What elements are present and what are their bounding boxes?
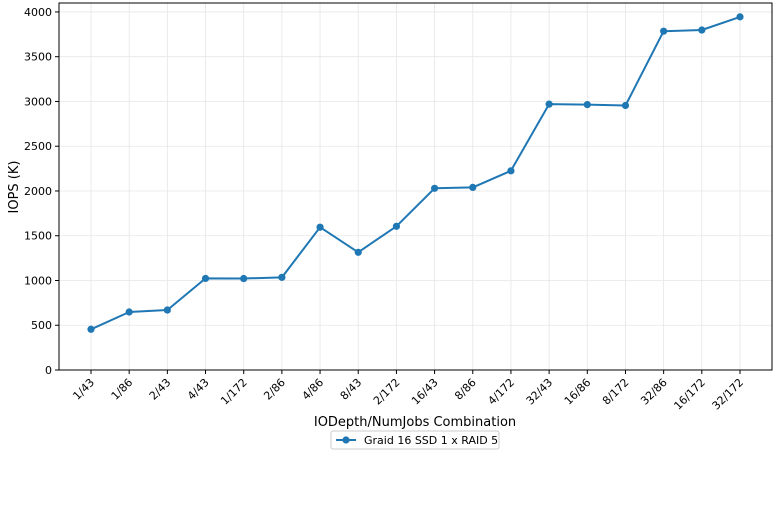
legend: Graid 16 SSD 1 x RAID 5 — [330, 430, 500, 450]
data-point — [430, 184, 439, 192]
data-point — [621, 101, 630, 110]
x-tick-label: 8/86 — [452, 376, 479, 403]
x-tick-label: 1/43 — [70, 376, 97, 403]
y-axis: 0 500 1000 1500 2000 2500 3000 3500 4000 — [24, 6, 59, 377]
data-point — [354, 248, 362, 256]
x-tick-label: 4/43 — [185, 376, 212, 403]
data-point — [583, 100, 591, 109]
legend-box — [330, 430, 500, 450]
data-point — [545, 100, 553, 108]
data-point — [392, 222, 401, 230]
x-tick-label: 16/86 — [562, 376, 594, 408]
y-tick-label: 1500 — [24, 230, 52, 243]
data-point — [125, 308, 133, 316]
y-tick-label: 0 — [45, 364, 52, 377]
y-tick-label: 2000 — [24, 185, 52, 198]
data-point — [240, 274, 248, 283]
x-tick-label: 16/43 — [409, 376, 441, 408]
x-axis-label: IODepth/NumJobs Combination — [314, 415, 516, 430]
grid-layer — [59, 3, 772, 371]
data-point — [507, 167, 515, 175]
y-axis-label: IOPS (K) — [7, 161, 22, 214]
x-tick-label: 8/172 — [600, 376, 632, 408]
x-tick-label: 8/43 — [338, 376, 365, 403]
plot-frame — [58, 2, 773, 371]
y-tick-label: 1000 — [24, 274, 52, 287]
series-line — [90, 15, 741, 331]
data-point — [660, 27, 668, 35]
legend-entry-label: Graid 16 SSD 1 x RAID 5 — [364, 434, 498, 447]
x-tick-label: 2/172 — [371, 376, 403, 408]
y-tick-label: 2500 — [24, 140, 52, 153]
x-tick-label: 1/86 — [109, 376, 136, 403]
data-point — [87, 325, 95, 333]
x-tick-label: 16/172 — [671, 376, 708, 413]
x-tick-label: 32/43 — [524, 376, 556, 408]
x-tick-label: 4/86 — [300, 376, 327, 403]
data-point — [698, 26, 706, 34]
x-tick-label: 2/86 — [261, 376, 288, 403]
x-tick-label: 32/172 — [710, 376, 747, 413]
x-axis: 1/43 1/86 2/43 4/43 1/172 2/86 4/86 8/43 2/172 16… — [70, 370, 746, 412]
data-point — [736, 13, 744, 21]
y-tick-label: 4000 — [24, 6, 52, 19]
data-point — [163, 306, 171, 314]
data-point — [316, 223, 324, 231]
y-tick-label: 500 — [31, 319, 52, 332]
x-tick-label: 32/86 — [638, 376, 670, 408]
data-point — [469, 183, 477, 191]
legend-marker — [342, 436, 350, 444]
x-tick-label: 2/43 — [147, 376, 174, 403]
y-tick-label: 3500 — [24, 51, 52, 64]
x-tick-label: 1/172 — [218, 376, 250, 408]
y-tick-label: 3000 — [24, 95, 52, 108]
data-point — [278, 273, 286, 281]
series-layer — [87, 13, 744, 333]
data-point — [201, 274, 210, 283]
x-tick-label: 4/172 — [485, 376, 517, 408]
